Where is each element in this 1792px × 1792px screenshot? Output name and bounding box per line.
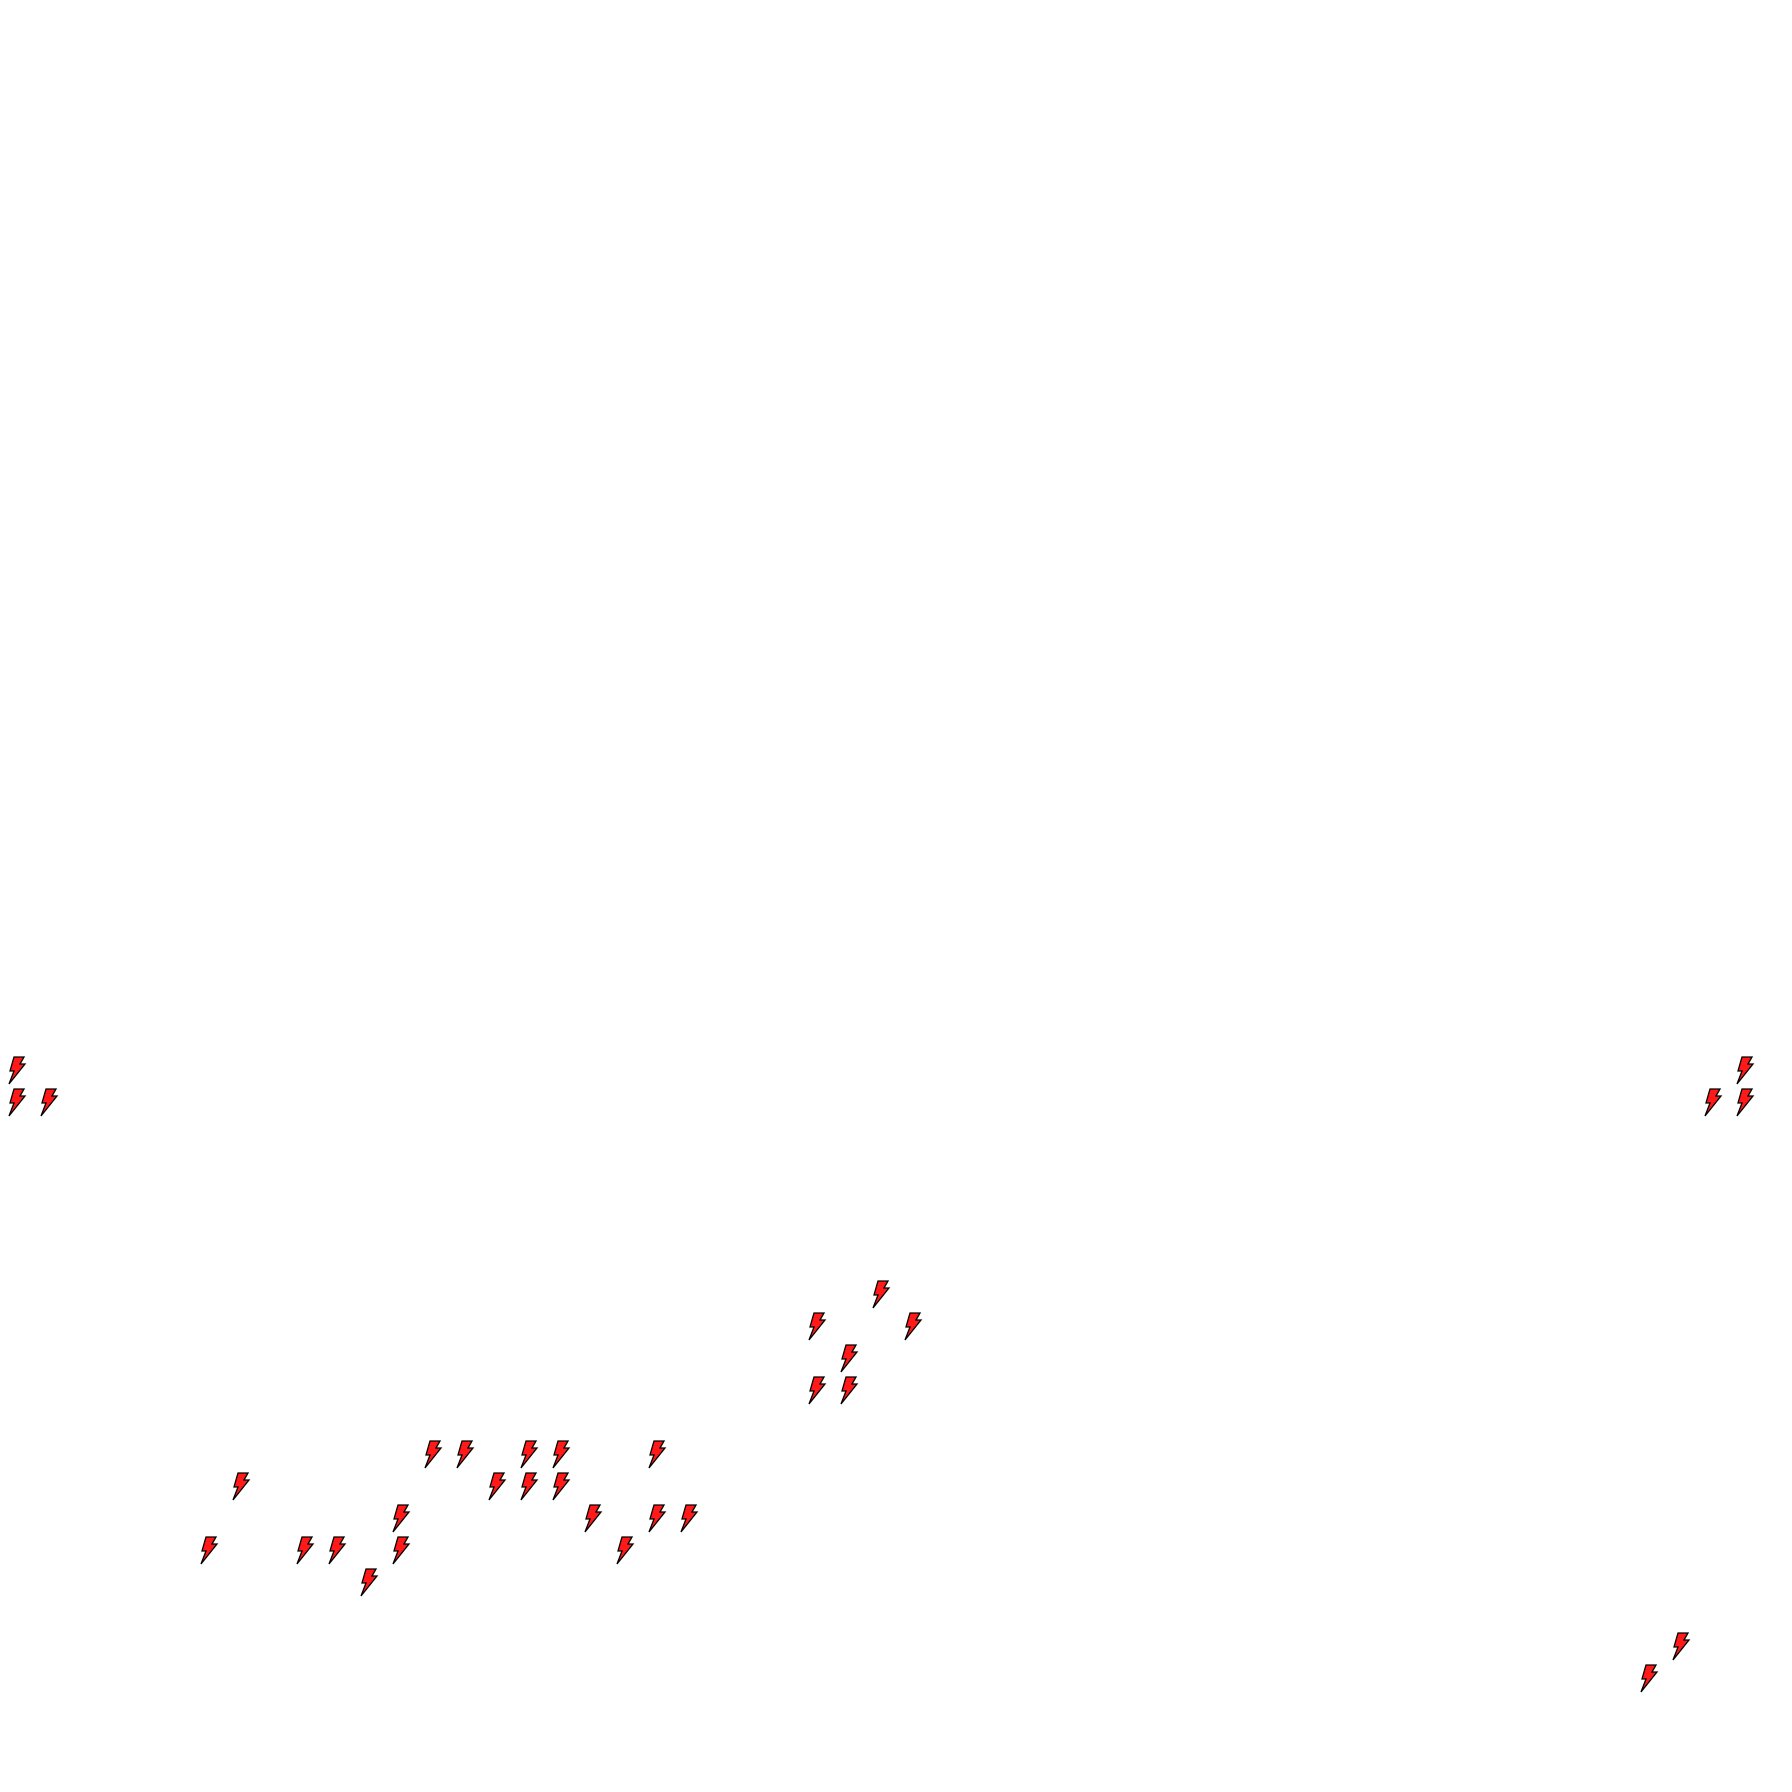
lightning-bolt-icon [615,1536,635,1566]
lightning-bolt-icon [39,1088,59,1118]
lightning-bolt-icon [1639,1664,1659,1694]
lightning-bolt-icon [199,1536,219,1566]
lightning-bolt-icon [839,1344,859,1374]
lightning-bolt-icon [903,1312,923,1342]
lightning-bolt-icon [679,1504,699,1534]
lightning-bolt-icon [1735,1088,1755,1118]
lightning-bolt-icon [231,1472,251,1502]
lightning-bolt-icon [551,1472,571,1502]
lightning-bolt-icon [7,1088,27,1118]
lightning-bolt-icon [7,1056,27,1086]
lightning-bolt-icon [583,1504,603,1534]
lightning-bolt-icon [327,1536,347,1566]
lightning-bolt-icon [1671,1632,1691,1662]
lightning-bolt-icon [647,1504,667,1534]
lightning-bolt-icon [871,1280,891,1310]
lightning-bolt-icon [423,1440,443,1470]
lightning-bolt-icon [487,1472,507,1502]
lightning-bolt-icon [647,1440,667,1470]
lightning-bolt-icon [391,1536,411,1566]
lightning-bolt-icon [295,1536,315,1566]
lightning-bolt-icon [1703,1088,1723,1118]
lightning-bolt-icon [551,1440,571,1470]
lightning-bolt-icon [519,1472,539,1502]
lightning-bolt-icon [807,1312,827,1342]
lightning-bolt-icon [519,1440,539,1470]
lightning-bolt-icon [807,1376,827,1406]
lightning-bolt-icon [359,1568,379,1598]
lightning-bolt-icon [839,1376,859,1406]
lightning-bolt-icon [455,1440,475,1470]
lightning-bolt-icon [1735,1056,1755,1086]
lightning-bolt-icon [391,1504,411,1534]
